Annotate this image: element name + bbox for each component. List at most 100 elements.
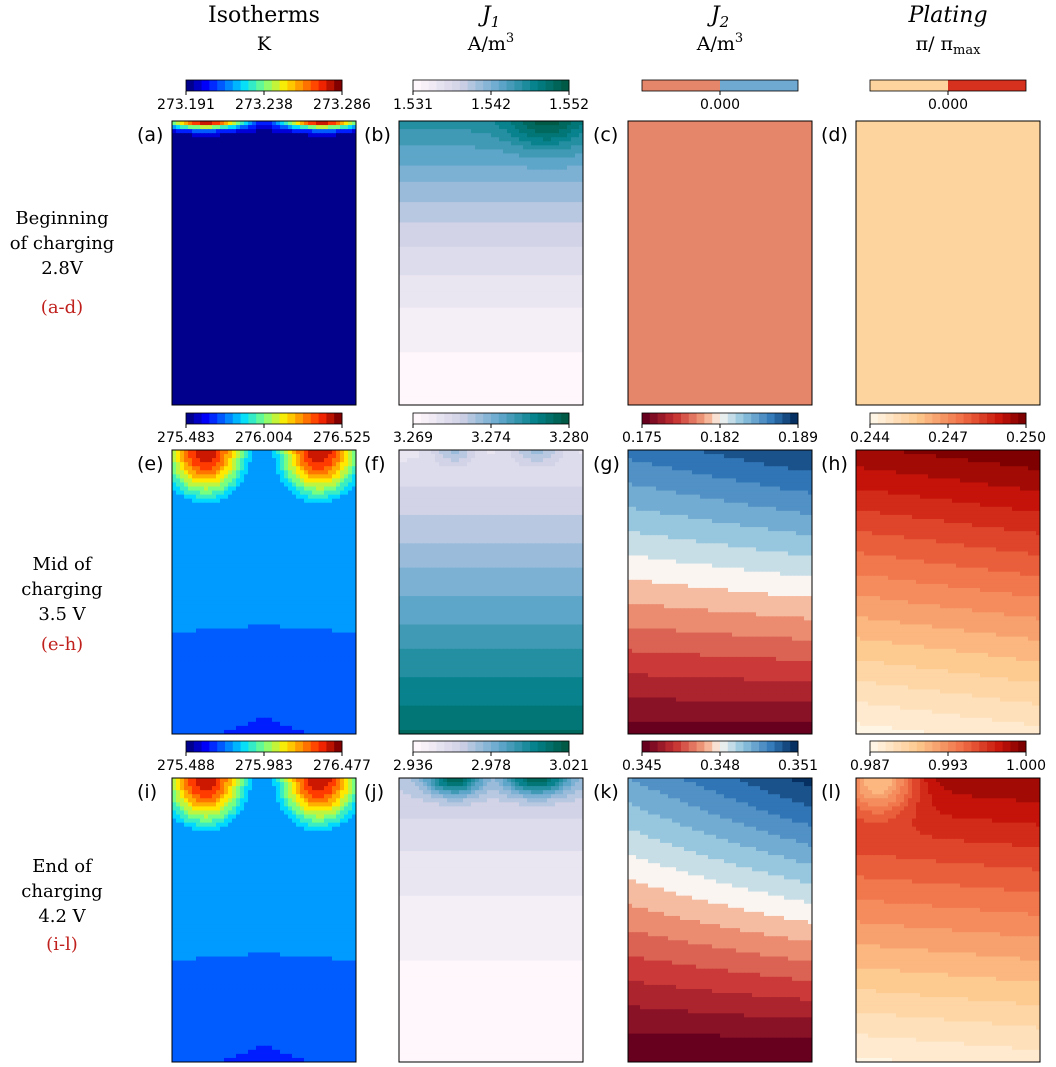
heatmap-cell xyxy=(260,319,265,325)
heatmap-cell xyxy=(244,287,249,292)
heatmap-cell xyxy=(543,258,548,264)
heatmap-cell xyxy=(459,133,464,138)
heatmap-cell xyxy=(503,238,508,244)
heatmap-cell xyxy=(300,311,305,317)
heatmap-cell xyxy=(491,226,496,232)
heatmap-cell xyxy=(172,311,177,317)
heatmap-cell xyxy=(172,400,177,405)
heatmap-cell xyxy=(172,177,177,183)
heatmap-cell xyxy=(563,149,568,155)
heatmap-cell xyxy=(507,226,512,232)
heatmap-cell xyxy=(200,279,205,284)
heatmap-cell xyxy=(256,185,261,191)
heatmap-cell xyxy=(527,254,532,260)
heatmap-cell xyxy=(547,121,552,126)
heatmap-cell xyxy=(212,279,217,284)
heatmap-cell xyxy=(547,242,552,248)
heatmap-cell xyxy=(280,121,285,126)
heatmap-cell xyxy=(248,348,253,353)
row-label-line: 2.8V xyxy=(41,258,84,279)
heatmap-cell xyxy=(340,336,345,341)
heatmap-cell xyxy=(411,137,416,142)
heatmap-cell xyxy=(403,137,408,142)
heatmap-cell xyxy=(312,368,317,374)
heatmap-cell xyxy=(284,283,289,288)
heatmap-cell xyxy=(196,258,201,264)
heatmap-cell xyxy=(232,258,237,264)
heatmap-cell xyxy=(320,364,325,370)
heatmap-cell xyxy=(312,181,317,187)
heatmap-cell xyxy=(579,267,583,272)
heatmap-cell xyxy=(435,230,440,236)
heatmap-cell xyxy=(551,169,556,175)
heatmap-cell xyxy=(196,291,201,297)
heatmap-cell xyxy=(220,226,225,232)
heatmap-cell xyxy=(491,189,496,195)
heatmap-cell xyxy=(539,210,544,215)
heatmap-cell xyxy=(308,198,313,203)
heatmap-cell xyxy=(292,157,297,163)
heatmap-cell xyxy=(280,275,285,280)
heatmap-cell xyxy=(272,129,277,134)
heatmap-cell xyxy=(483,222,488,228)
heatmap-cell xyxy=(264,121,269,126)
heatmap-cell xyxy=(324,169,329,175)
heatmap-cell xyxy=(220,315,225,321)
heatmap-cell xyxy=(475,222,480,228)
heatmap-cell xyxy=(543,206,548,211)
heatmap-cell xyxy=(451,198,456,203)
heatmap-cell xyxy=(471,121,476,126)
heatmap-cell xyxy=(184,238,189,244)
heatmap-cell xyxy=(272,238,277,244)
heatmap-cell xyxy=(288,222,293,228)
heatmap-cell xyxy=(252,364,257,370)
heatmap-cell xyxy=(236,157,241,163)
heatmap-cell xyxy=(559,125,564,130)
heatmap-cell xyxy=(459,137,464,142)
heatmap-cell xyxy=(527,129,532,134)
heatmap-cell xyxy=(304,173,309,179)
heatmap-cell xyxy=(236,206,241,211)
heatmap-cell xyxy=(455,125,460,130)
heatmap-cell xyxy=(551,246,556,252)
heatmap-cell xyxy=(511,145,516,150)
heatmap-cell xyxy=(399,250,404,256)
heatmap-cell xyxy=(543,125,548,130)
heatmap-cell xyxy=(236,177,241,183)
heatmap-cell xyxy=(304,392,309,398)
heatmap-cell xyxy=(280,279,285,284)
heatmap-cell xyxy=(531,169,536,175)
heatmap-cell xyxy=(324,121,329,126)
heatmap-cell xyxy=(180,194,185,199)
heatmap-cell xyxy=(495,177,500,183)
heatmap-cell xyxy=(296,376,301,382)
heatmap-cell xyxy=(419,177,424,183)
heatmap-cells xyxy=(172,121,356,405)
heatmap-cell xyxy=(288,246,293,252)
heatmap-cell xyxy=(511,141,516,146)
heatmap-cell xyxy=(316,336,321,341)
heatmap-cell xyxy=(192,311,197,317)
heatmap-cell xyxy=(551,206,556,211)
heatmap-cell xyxy=(559,189,564,195)
heatmap-cell xyxy=(531,246,536,252)
heatmap-cell xyxy=(451,202,456,207)
heatmap-cell xyxy=(571,230,576,236)
heatmap-cell xyxy=(455,141,460,146)
heatmap-cell xyxy=(352,360,356,366)
heatmap-cell xyxy=(244,263,249,268)
heatmap-cell xyxy=(184,356,189,361)
heatmap-cell xyxy=(423,254,428,260)
heatmap-cell xyxy=(455,258,460,264)
heatmap-cell xyxy=(411,145,416,150)
heatmap-cell xyxy=(204,242,209,248)
heatmap-cell xyxy=(212,360,217,366)
heatmap-cell xyxy=(200,275,205,280)
heatmap-cell xyxy=(575,121,580,126)
heatmap-cell xyxy=(188,303,193,309)
heatmap-cell xyxy=(344,169,349,175)
heatmap-cell xyxy=(300,149,305,155)
heatmap-cell xyxy=(519,185,524,191)
heatmap-cell xyxy=(216,364,221,370)
heatmap-cell xyxy=(212,218,217,224)
